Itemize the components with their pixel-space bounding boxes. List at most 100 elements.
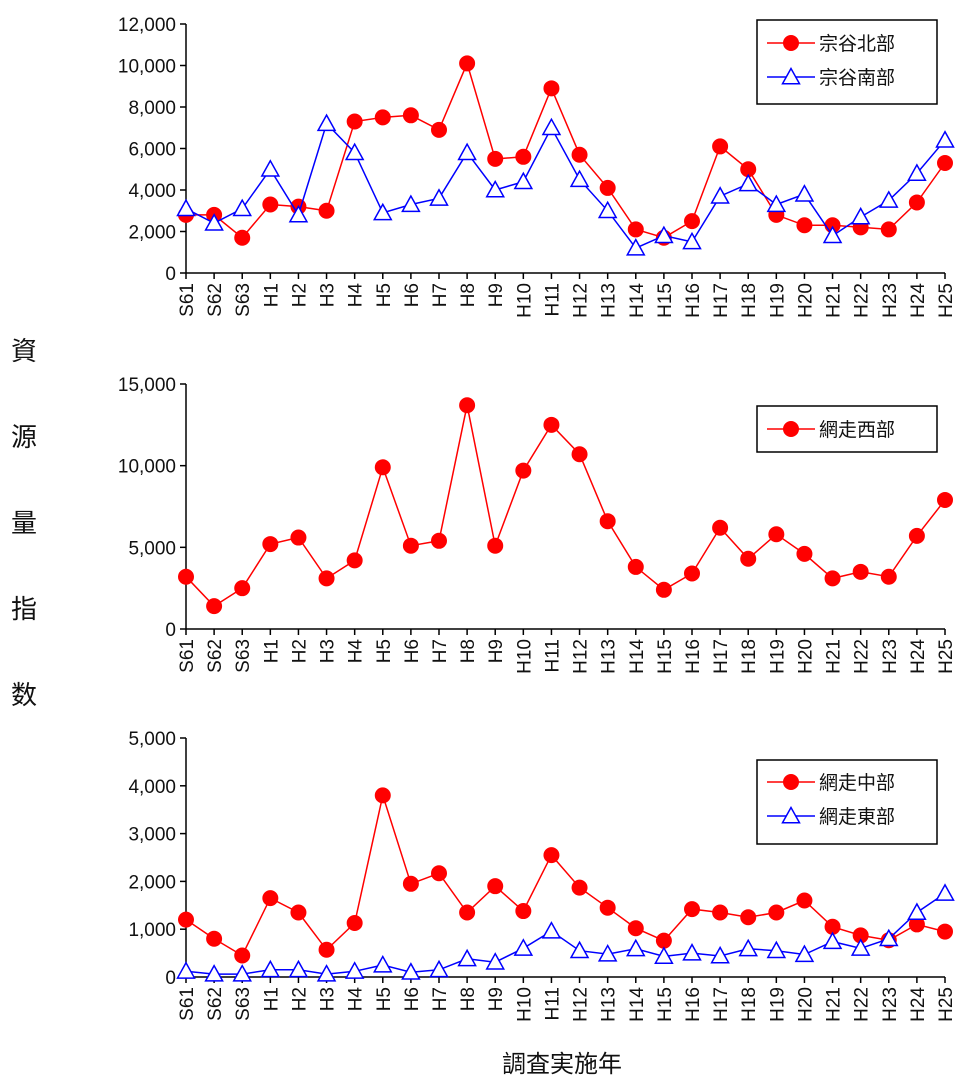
- x-tick-label: H7: [430, 639, 451, 663]
- data-point: [457, 948, 477, 967]
- data-point: [487, 537, 504, 554]
- y-axis-label-char: 指: [11, 595, 37, 625]
- x-tick-label: H24: [908, 987, 929, 1022]
- data-point: [543, 80, 560, 97]
- data-point: [543, 847, 560, 864]
- data-point: [907, 902, 927, 921]
- data-point: [879, 190, 899, 208]
- x-tick-label: H8: [458, 639, 479, 663]
- legend-swatch-marker: [781, 66, 801, 85]
- data-point: [768, 526, 785, 543]
- data-point: [682, 231, 702, 250]
- data-point: [206, 930, 223, 947]
- data-point: [571, 446, 588, 463]
- x-tick-label: H18: [739, 283, 760, 318]
- x-tick-label: H20: [795, 283, 816, 318]
- data-point: [794, 944, 815, 963]
- x-tick-label: H10: [514, 639, 535, 674]
- data-point: [485, 179, 505, 198]
- data-point: [373, 955, 393, 973]
- y-axis-label-char: 数: [11, 681, 37, 711]
- x-tick-label: H14: [627, 283, 648, 318]
- chart-panel-abashiri-west: 0 5,000 10,000 15,000 S61 S62 S63 H1 H2 H3 H4 H5 H6 H…: [118, 375, 957, 674]
- x-tick-label: S61: [177, 987, 198, 1021]
- data-point: [485, 952, 505, 970]
- x-tick-label: H14: [627, 639, 648, 674]
- x-tick-label: H6: [402, 639, 423, 663]
- data-point: [515, 148, 532, 165]
- x-tick-label: H13: [599, 639, 620, 674]
- series-line: [186, 61, 946, 239]
- legend-box: [756, 19, 938, 105]
- x-tick-label: H4: [346, 639, 367, 664]
- x-tick-label: H12: [571, 283, 592, 318]
- x-tick-label: H11: [542, 987, 563, 1020]
- y-tick-label: 15,000: [118, 375, 176, 396]
- x-tick-label: S61: [177, 283, 198, 317]
- series-line: [185, 405, 946, 608]
- data-point: [684, 901, 700, 918]
- data-point: [374, 109, 391, 126]
- legend-swatch-marker: [783, 35, 799, 51]
- data-point: [850, 938, 871, 956]
- y-tick-label: 10,000: [118, 57, 176, 78]
- data-point: [627, 558, 644, 575]
- data-point: [597, 944, 618, 962]
- data-point: [346, 113, 363, 130]
- data-point: [654, 225, 674, 244]
- legend-swatch-marker: [783, 774, 799, 790]
- data-point: [290, 529, 307, 546]
- x-tick-label: H13: [599, 987, 620, 1022]
- x-tick-label: H5: [374, 987, 395, 1011]
- data-point: [260, 959, 281, 978]
- series-circle: [178, 787, 953, 964]
- data-point: [318, 941, 335, 958]
- data-point: [852, 563, 869, 580]
- data-point: [571, 879, 588, 896]
- data-point: [541, 117, 562, 136]
- data-point: [766, 194, 787, 213]
- data-point: [655, 932, 672, 949]
- data-point: [431, 865, 447, 882]
- data-point: [822, 225, 843, 244]
- chart-panel-soya: 0 2,000 4,000 6,000 8,000 10,000 12,000 S61 S62 S…: [118, 15, 957, 318]
- legend-label: 宗谷北部: [819, 33, 895, 55]
- x-tick-label: H15: [655, 283, 676, 318]
- legend-swatch-marker: [781, 805, 801, 824]
- x-tick-label: H22: [852, 987, 873, 1022]
- data-point: [627, 221, 644, 238]
- data-point: [796, 545, 813, 562]
- x-tick-label: H2: [289, 283, 310, 307]
- data-point: [569, 940, 590, 959]
- data-point: [459, 397, 476, 414]
- x-tick-label: H19: [767, 283, 788, 318]
- data-point: [431, 121, 447, 138]
- data-point: [569, 169, 590, 188]
- data-point: [935, 883, 955, 901]
- data-point: [234, 580, 251, 597]
- y-tick-label: 5,000: [128, 729, 176, 750]
- data-point: [373, 202, 393, 221]
- data-point: [738, 173, 758, 192]
- x-tick-label: H11: [542, 283, 563, 316]
- data-point: [908, 527, 925, 544]
- x-tick-label: H20: [795, 639, 816, 674]
- data-point: [515, 903, 532, 920]
- x-tick-label: H2: [289, 639, 310, 663]
- data-point: [513, 938, 534, 956]
- x-tick-label: H3: [318, 639, 339, 663]
- legend-label: 網走西部: [819, 419, 895, 441]
- data-point: [316, 113, 337, 132]
- data-point: [344, 961, 365, 979]
- data-point: [457, 142, 477, 161]
- data-point: [626, 938, 646, 957]
- data-point: [740, 550, 757, 567]
- y-tick-label: 0: [165, 264, 176, 285]
- data-point: [824, 570, 841, 587]
- x-tick-label: S62: [205, 987, 226, 1021]
- data-point: [288, 204, 309, 223]
- x-tick-label: S63: [233, 987, 254, 1021]
- data-point: [234, 947, 251, 964]
- series-line: [185, 122, 946, 250]
- data-point: [626, 238, 646, 256]
